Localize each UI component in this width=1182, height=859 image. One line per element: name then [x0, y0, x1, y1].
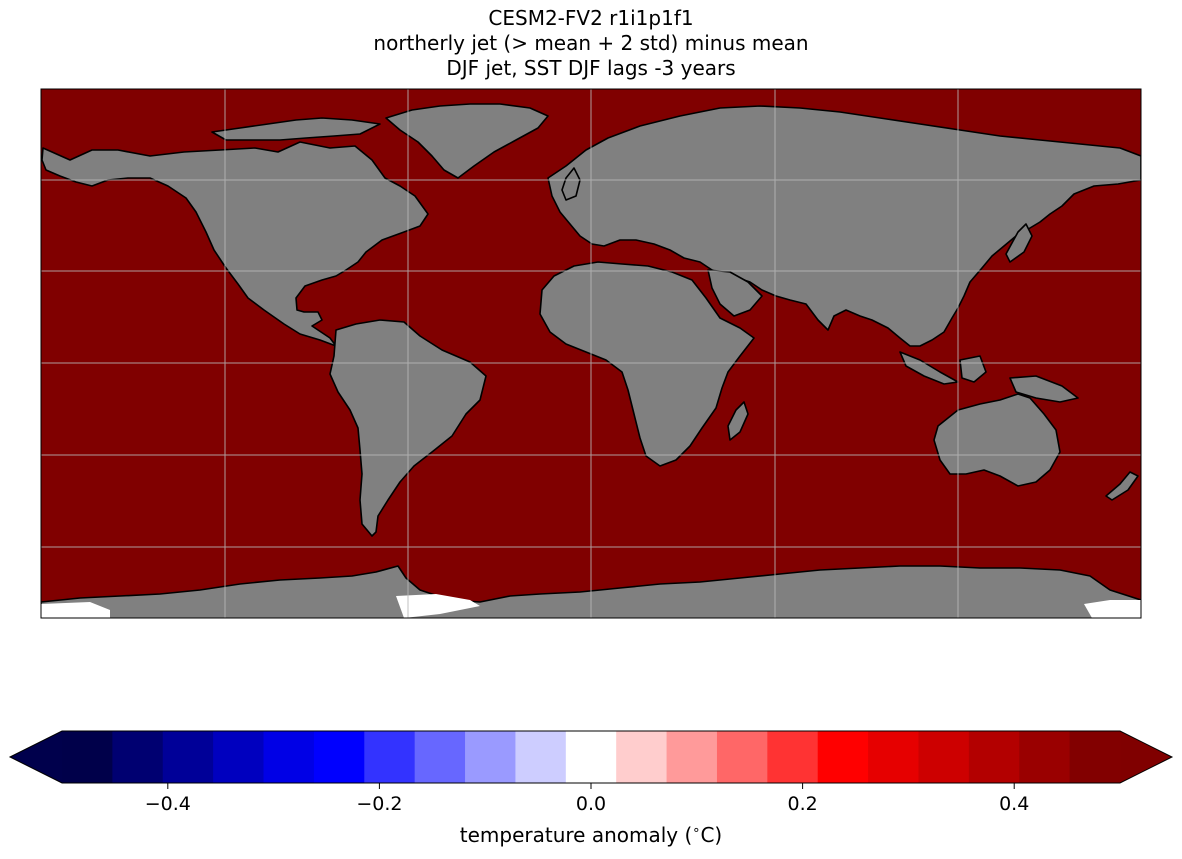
colorbar-segment	[968, 731, 1020, 783]
colorbar-segment	[616, 731, 668, 783]
landmass-arabia	[707, 269, 763, 317]
map-panel	[40, 88, 1142, 619]
landmass-japan	[1005, 223, 1033, 263]
colorbar-segment	[868, 731, 920, 783]
colorbar-segment	[62, 731, 113, 783]
landmass-new-zealand	[1105, 471, 1139, 501]
landmass-arctic-archipelago	[211, 117, 381, 141]
colorbar-outline	[8, 730, 1174, 784]
missing-patch-west	[41, 602, 110, 618]
colorbar-segment	[515, 731, 567, 783]
colorbar-segment	[263, 731, 315, 783]
degree-symbol: ∘	[692, 823, 700, 838]
figure-title: CESM2-FV2 r1i1p1f1 northerly jet (> mean…	[0, 6, 1182, 81]
colorbar-segment	[112, 731, 164, 783]
colorbar-segment	[767, 731, 819, 783]
landmass-madagascar	[727, 401, 749, 441]
colorbar-tick-label: 0.2	[787, 793, 817, 815]
colorbar-segment	[213, 731, 265, 783]
gridlines	[41, 89, 1141, 618]
colorbar-label-text: temperature anomaly (	[460, 823, 693, 847]
missing-patch-weddell	[396, 594, 480, 618]
colorbar-segment	[162, 731, 214, 783]
colorbar-under-extend	[10, 731, 62, 783]
colorbar-label-unit: C)	[700, 823, 722, 847]
colorbar-segment	[465, 731, 517, 783]
title-line-3: DJF jet, SST DJF lags -3 years	[446, 56, 736, 80]
colorbar-segment	[565, 731, 617, 783]
landmass-north-america	[41, 141, 429, 347]
colorbar-segment	[817, 731, 869, 783]
colorbar-segment	[1019, 731, 1071, 783]
colorbar-tick-label: 0.0	[576, 793, 606, 815]
landmass-africa	[539, 261, 755, 467]
colorbar: −0.4 −0.2 0.0 0.2 0.4 temperature anomaly (∘C…	[8, 730, 1174, 847]
landmass-british-isles	[561, 167, 581, 201]
colorbar-over-extend	[1120, 731, 1172, 783]
colorbar-label: temperature anomaly (∘C)	[460, 823, 722, 847]
landmass-eurasia	[547, 105, 1141, 347]
colorbar-segment	[313, 731, 365, 783]
colorbar-segment	[1069, 731, 1121, 783]
title-line-1: CESM2-FV2 r1i1p1f1	[488, 6, 694, 30]
colorbar-segment	[918, 731, 970, 783]
map-frame	[40, 88, 1142, 619]
landmass-maritime-continent	[899, 351, 1079, 403]
title-line-2: northerly jet (> mean + 2 std) minus mea…	[373, 31, 809, 55]
missing-data-patches	[41, 594, 1141, 618]
colorbar-tick-label: 0.4	[999, 793, 1029, 815]
colorbar-tick-label: −0.4	[145, 793, 191, 815]
colorbar-tick-label: −0.2	[356, 793, 402, 815]
colorbar-segment	[414, 731, 466, 783]
colorbar-segment	[716, 731, 768, 783]
missing-patch-east	[1084, 600, 1141, 618]
colorbar-segment	[364, 731, 416, 783]
colorbar-segment	[666, 731, 718, 783]
landmass-greenland	[385, 103, 549, 179]
landmass-australia	[933, 393, 1061, 487]
